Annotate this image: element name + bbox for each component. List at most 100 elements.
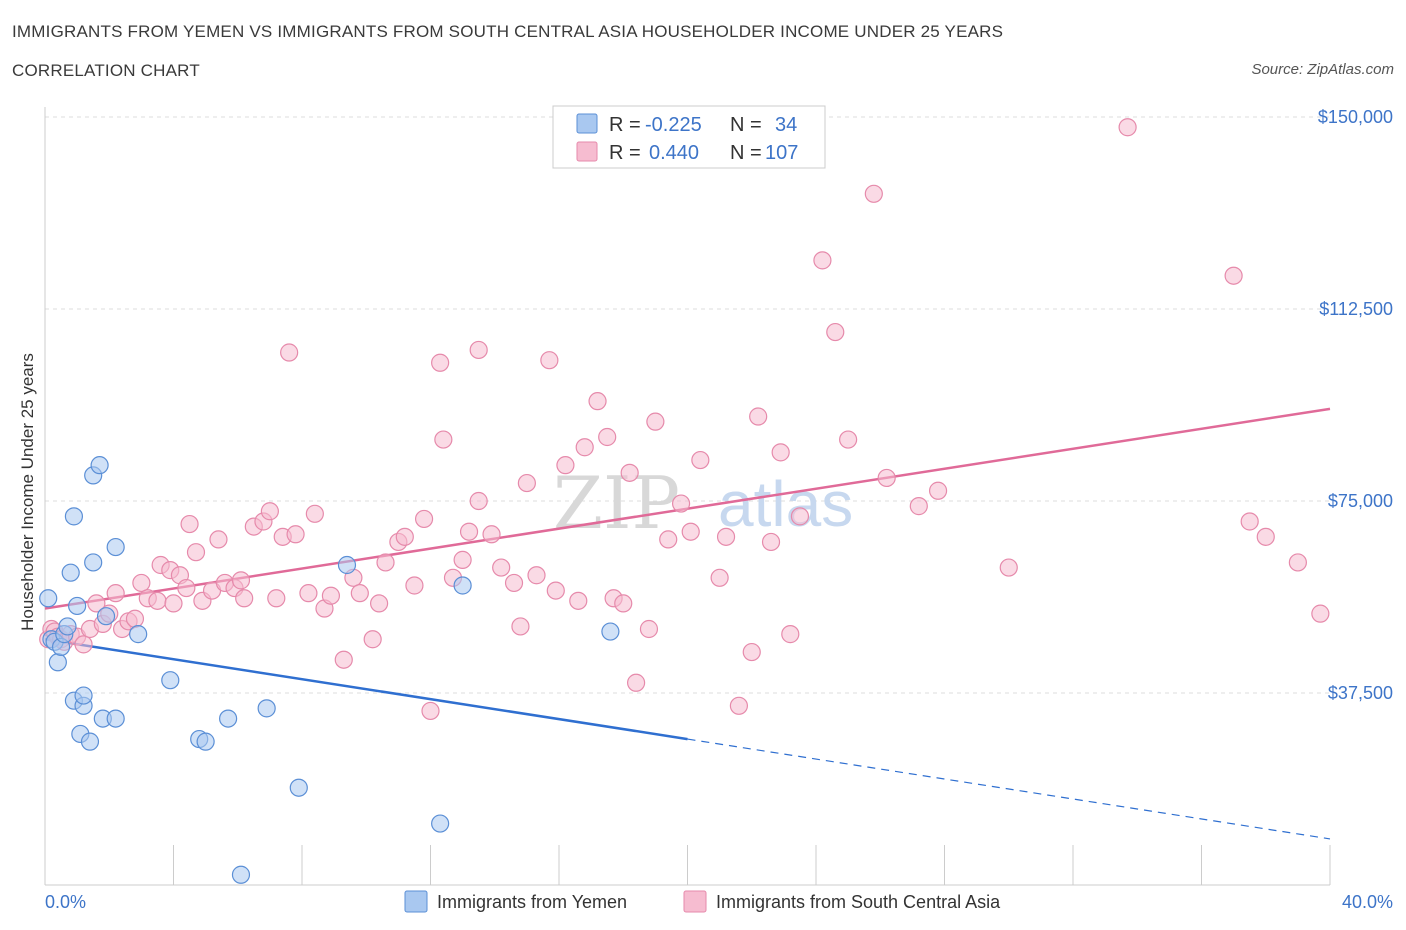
- legend-swatch-sca: [576, 141, 598, 162]
- sca-point: [186, 543, 206, 562]
- sca-point: [790, 507, 810, 526]
- legend-swatch-yemen: [576, 113, 598, 134]
- sca-point: [540, 351, 559, 370]
- sca-point: [877, 468, 896, 488]
- x-tick-label: 0.0%: [45, 892, 86, 912]
- sca-point: [813, 251, 832, 270]
- y-tick-label: $112,500: [1319, 299, 1393, 319]
- legend-n-label: N =: [730, 114, 762, 136]
- sca-point: [431, 353, 450, 372]
- sca-point: [588, 392, 607, 411]
- grid-lines: [45, 116, 1330, 694]
- chart-title: IMMIGRANTS FROM YEMEN VS IMMIGRANTS FROM…: [12, 22, 1004, 41]
- sca-point: [626, 673, 646, 692]
- sca-point: [504, 573, 524, 593]
- sca-point: [839, 430, 858, 449]
- sca-point: [235, 589, 254, 608]
- yemen-point: [219, 709, 238, 728]
- yemen-point: [337, 555, 357, 575]
- sca-point: [280, 343, 299, 362]
- yemen-point: [231, 865, 251, 884]
- sca-point: [681, 522, 700, 541]
- sca-point: [405, 576, 424, 595]
- sca-point: [106, 584, 125, 603]
- tick-labels: $37,500 $75,000 $112,500 $150,000 0.0% 40.0%: [45, 107, 1393, 912]
- sca-point: [132, 573, 151, 593]
- legend-frame: [552, 105, 826, 169]
- axes: [44, 107, 1331, 886]
- legend-box: R = -0.225 N = 34 R = 0.440 N = 107: [552, 105, 826, 169]
- yemen-point: [161, 671, 180, 690]
- sca-point: [742, 642, 761, 662]
- sca-point: [87, 594, 106, 613]
- sca-point: [1288, 553, 1307, 572]
- trend-lines: [44, 407, 1331, 840]
- sca-point: [363, 630, 382, 649]
- sca-point: [299, 584, 318, 603]
- sca-point: [453, 550, 472, 569]
- sca-point: [614, 594, 633, 613]
- sca-point: [1256, 527, 1275, 546]
- sca-point: [749, 407, 768, 426]
- sca-point: [74, 635, 93, 654]
- legend-n-value: 107: [765, 142, 798, 164]
- yemen-trend-line-extension: [687, 738, 1331, 840]
- sca-point: [575, 438, 594, 457]
- sca-point: [517, 473, 536, 493]
- sca-point: [511, 617, 530, 636]
- legend-r-label: R =: [609, 114, 641, 136]
- sca-point: [864, 184, 883, 203]
- sca-point: [209, 530, 228, 549]
- sca-point: [148, 591, 167, 610]
- yemen-point: [96, 607, 116, 626]
- sca-point: [716, 527, 736, 546]
- yemen-point: [74, 686, 93, 705]
- watermark-zip: ZIP: [553, 461, 680, 545]
- sca-point: [639, 619, 659, 639]
- sca-point: [546, 581, 565, 600]
- sca-point: [928, 481, 948, 500]
- bottom-legend: Immigrants from Yemen Immigrants from So…: [404, 890, 1001, 913]
- sca-point: [598, 427, 617, 447]
- sca-point: [469, 491, 488, 511]
- yemen-point: [196, 732, 215, 751]
- yemen-point: [84, 553, 103, 572]
- sca-point: [620, 463, 639, 482]
- sca-point: [569, 591, 588, 610]
- yemen-trend-line: [44, 638, 688, 741]
- sca-point: [482, 525, 501, 544]
- yemen-point: [64, 507, 84, 526]
- yemen-point: [61, 563, 80, 582]
- sca-point: [231, 571, 251, 590]
- data-points: [39, 118, 1330, 884]
- yemen-point: [289, 778, 308, 797]
- sca-point: [771, 443, 790, 462]
- sca-point: [286, 525, 305, 544]
- yemen-point: [431, 814, 450, 833]
- bottom-legend-swatch-sca: [683, 890, 707, 913]
- sca-point: [492, 558, 511, 577]
- sca-point: [781, 625, 800, 644]
- sca-point: [164, 594, 183, 613]
- sca-point: [125, 609, 145, 628]
- sca-point: [556, 456, 575, 475]
- sca-point: [334, 650, 353, 669]
- sca-point: [659, 530, 678, 549]
- y-tick-label: $75,000: [1328, 491, 1393, 511]
- chart-source: Source: ZipAtlas.com: [1251, 61, 1394, 78]
- yemen-point: [453, 576, 472, 595]
- legend-r-value: 0.440: [649, 142, 699, 164]
- sca-point: [434, 430, 453, 449]
- yemen-point: [106, 537, 125, 557]
- sca-point: [177, 578, 196, 598]
- yemen-point: [48, 653, 67, 672]
- sca-point: [321, 586, 341, 605]
- sca-point: [305, 504, 324, 523]
- sca-point: [671, 494, 691, 513]
- yemen-point: [39, 589, 58, 608]
- sca-point: [710, 568, 729, 587]
- sca-point: [646, 412, 665, 431]
- yemen-point: [257, 699, 276, 718]
- sca-point: [826, 322, 845, 342]
